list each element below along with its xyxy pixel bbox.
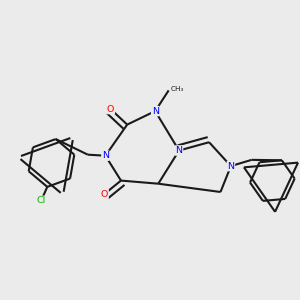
Text: N: N — [152, 106, 159, 116]
Text: N: N — [102, 151, 109, 160]
Text: O: O — [101, 190, 108, 199]
Text: N: N — [227, 162, 234, 171]
Text: O: O — [107, 104, 114, 113]
Text: CH₃: CH₃ — [170, 86, 184, 92]
Text: Cl: Cl — [36, 196, 46, 206]
Text: N: N — [176, 146, 182, 155]
